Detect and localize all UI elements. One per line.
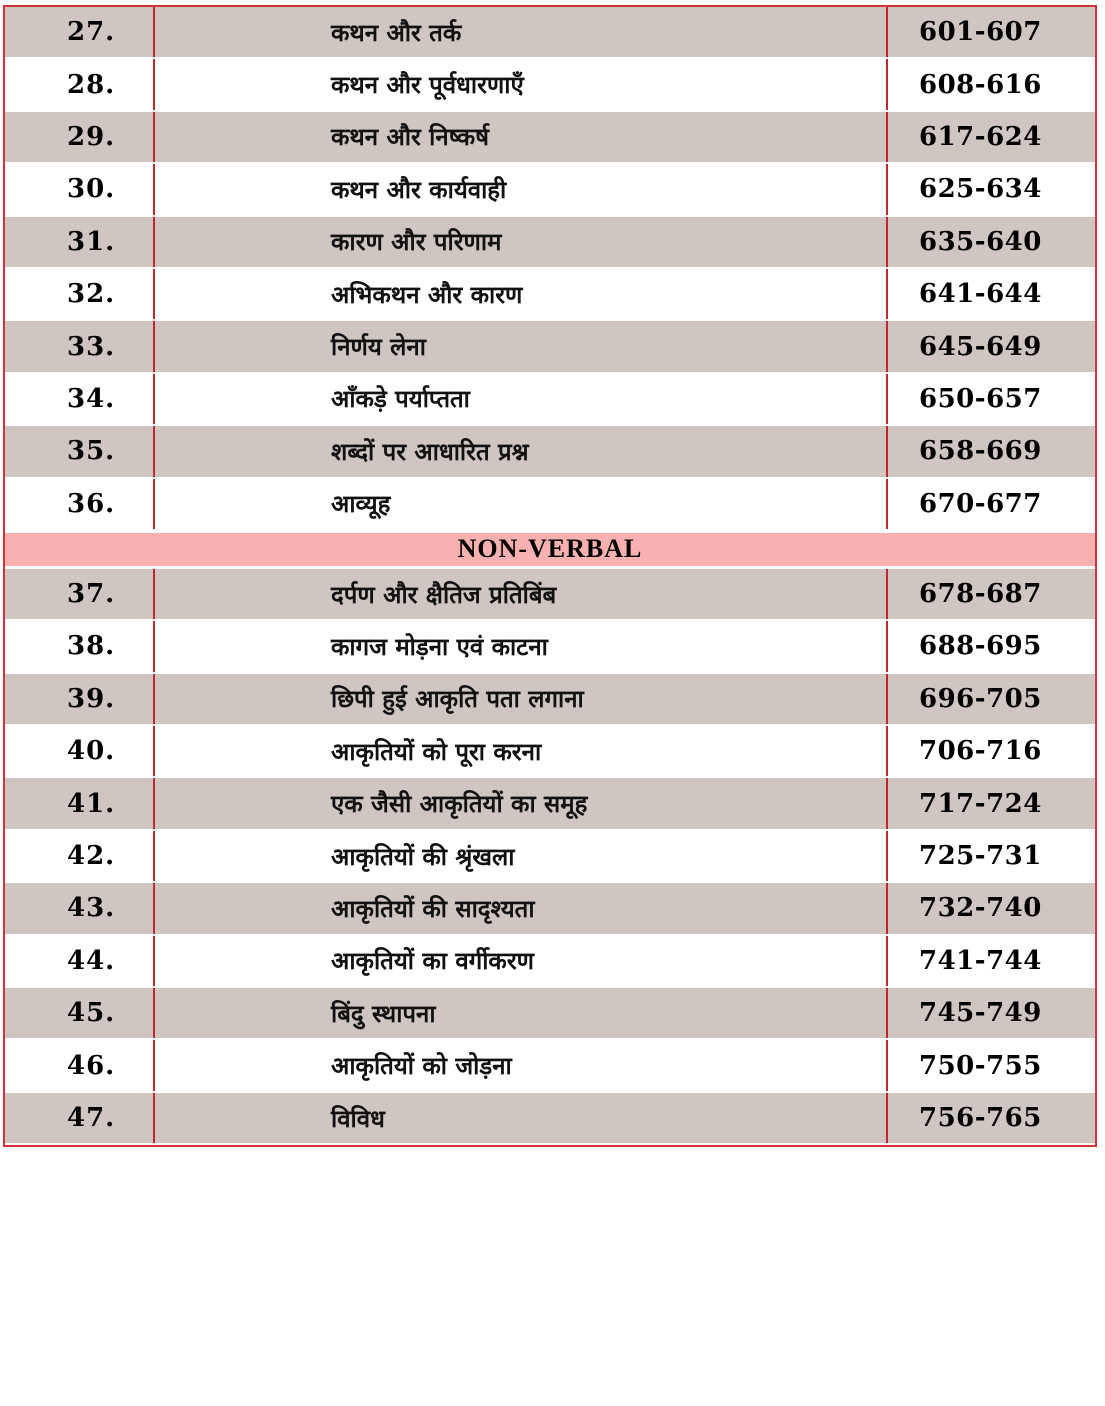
table-row: 41. एक जैसी आकृतियों का समूह 717-724 (5, 778, 1095, 831)
chapter-topic: आकृतियों की सादृश्यता (155, 883, 888, 934)
table-row: 33. निर्णय लेना 645-649 (5, 321, 1095, 374)
table-row: 43. आकृतियों की सादृश्यता 732-740 (5, 883, 1095, 936)
chapter-topic: कागज मोड़ना एवं काटना (155, 621, 888, 672)
page-range: 745-749 (919, 998, 1042, 1029)
verbal-rows: 27. कथन और तर्क 601-607 28. कथन और पूर्वधारण… (5, 7, 1095, 531)
chapter-topic: कथन और तर्क (155, 7, 888, 58)
table-row: 30. कथन और कार्यवाही 625-634 (5, 164, 1095, 217)
page-range: 696-705 (919, 683, 1042, 714)
table-row: 39. छिपी हुई आकृति पता लगाना 696-705 (5, 673, 1095, 727)
chapter-topic: आँकड़े पर्याप्तता (155, 373, 888, 425)
page-range: 635-640 (919, 226, 1042, 257)
chapter-topic: आकृतियों की श्रृंखला (155, 830, 888, 882)
contents-table: 27. कथन और तर्क 601-607 28. कथन और पूर्वधारण… (3, 5, 1097, 1148)
non-verbal-rows: 37. दर्पण और क्षैतिज प्रतिबिंब 678-687 38. क… (5, 568, 1095, 1146)
table-row: 31. कारण और परिणाम 635-640 (5, 216, 1095, 269)
chapter-number: 27. (5, 7, 155, 58)
chapter-topic: अभिकथन और कारण (155, 268, 888, 320)
chapter-number: 39. (5, 673, 155, 725)
page-range: 706-716 (919, 736, 1042, 767)
chapter-topic: आकृतियों का वर्गीकरण (155, 935, 888, 987)
chapter-topic: दर्पण और क्षैतिज प्रतिबिंब (155, 568, 888, 620)
chapter-number: 41. (5, 778, 155, 829)
chapter-number: 30. (5, 164, 155, 215)
table-row: 34. आँकड़े पर्याप्तता 650-657 (5, 373, 1095, 427)
table-row: 27. कथन और तर्क 601-607 (5, 7, 1095, 60)
chapter-number: 28. (5, 59, 155, 110)
chapter-number: 38. (5, 621, 155, 672)
page-range: 670-677 (919, 488, 1042, 519)
chapter-topic: छिपी हुई आकृति पता लगाना (155, 673, 888, 725)
page-range: 601-607 (919, 17, 1042, 48)
chapter-topic: कथन और कार्यवाही (155, 164, 888, 215)
chapter-topic: निर्णय लेना (155, 321, 888, 372)
page-range: 625-634 (919, 174, 1042, 205)
chapter-topic: आकृतियों को जोड़ना (155, 1040, 888, 1091)
chapter-topic: कारण और परिणाम (155, 216, 888, 267)
chapter-topic: कथन और निष्कर्ष (155, 111, 888, 163)
table-row: 46. आकृतियों को जोड़ना 750-755 (5, 1040, 1095, 1093)
section-heading-non-verbal: NON-VERBAL (5, 530, 1095, 569)
chapter-number: 32. (5, 268, 155, 320)
page-range: 717-724 (919, 788, 1042, 819)
chapter-topic: विविध (155, 1092, 888, 1144)
chapter-number: 46. (5, 1040, 155, 1091)
table-row: 28. कथन और पूर्वधारणाएँ 608-616 (5, 59, 1095, 112)
table-row: 36. आव्यूह 670-677 (5, 478, 1095, 531)
chapter-number: 44. (5, 935, 155, 987)
page-range: 732-740 (919, 893, 1042, 924)
page-range: 617-624 (919, 121, 1042, 152)
table-row: 35. शब्दों पर आधारित प्रश्न 658-669 (5, 426, 1095, 479)
chapter-number: 40. (5, 726, 155, 777)
table-row: 45. बिंदु स्थापना 745-749 (5, 988, 1095, 1041)
table-row: 32. अभिकथन और कारण 641-644 (5, 268, 1095, 322)
chapter-topic: शब्दों पर आधारित प्रश्न (155, 426, 888, 477)
chapter-number: 42. (5, 830, 155, 882)
chapter-topic: आव्यूह (155, 478, 888, 529)
chapter-number: 29. (5, 111, 155, 163)
page-range: 645-649 (919, 331, 1042, 362)
page-range: 678-687 (919, 579, 1042, 610)
chapter-number: 45. (5, 988, 155, 1039)
chapter-number: 47. (5, 1092, 155, 1144)
chapter-number: 36. (5, 478, 155, 529)
chapter-number: 43. (5, 883, 155, 934)
chapter-topic: आकृतियों को पूरा करना (155, 726, 888, 777)
table-row: 40. आकृतियों को पूरा करना 706-716 (5, 726, 1095, 779)
chapter-number: 33. (5, 321, 155, 372)
page-range: 741-744 (919, 945, 1042, 976)
page-range: 650-657 (919, 383, 1042, 414)
chapter-number: 37. (5, 568, 155, 620)
chapter-number: 31. (5, 216, 155, 267)
chapter-number: 35. (5, 426, 155, 477)
chapter-number: 34. (5, 373, 155, 425)
chapter-topic: कथन और पूर्वधारणाएँ (155, 59, 888, 110)
table-row: 42. आकृतियों की श्रृंखला 725-731 (5, 830, 1095, 884)
page-range: 608-616 (919, 69, 1042, 100)
table-row: 38. कागज मोड़ना एवं काटना 688-695 (5, 621, 1095, 674)
page-range: 658-669 (919, 436, 1042, 467)
table-row: 37. दर्पण और क्षैतिज प्रतिबिंब 678-687 (5, 568, 1095, 622)
table-row: 44. आकृतियों का वर्गीकरण 741-744 (5, 935, 1095, 989)
table-row: 29. कथन और निष्कर्ष 617-624 (5, 111, 1095, 165)
page-range: 725-731 (919, 841, 1042, 872)
chapter-topic: एक जैसी आकृतियों का समूह (155, 778, 888, 829)
page-range: 756-765 (919, 1103, 1042, 1133)
page-range: 641-644 (919, 279, 1042, 310)
table-row: 47. विविध 756-765 (5, 1092, 1095, 1146)
chapter-topic: बिंदु स्थापना (155, 988, 888, 1039)
page-range: 750-755 (919, 1050, 1042, 1081)
page-range: 688-695 (919, 631, 1042, 662)
